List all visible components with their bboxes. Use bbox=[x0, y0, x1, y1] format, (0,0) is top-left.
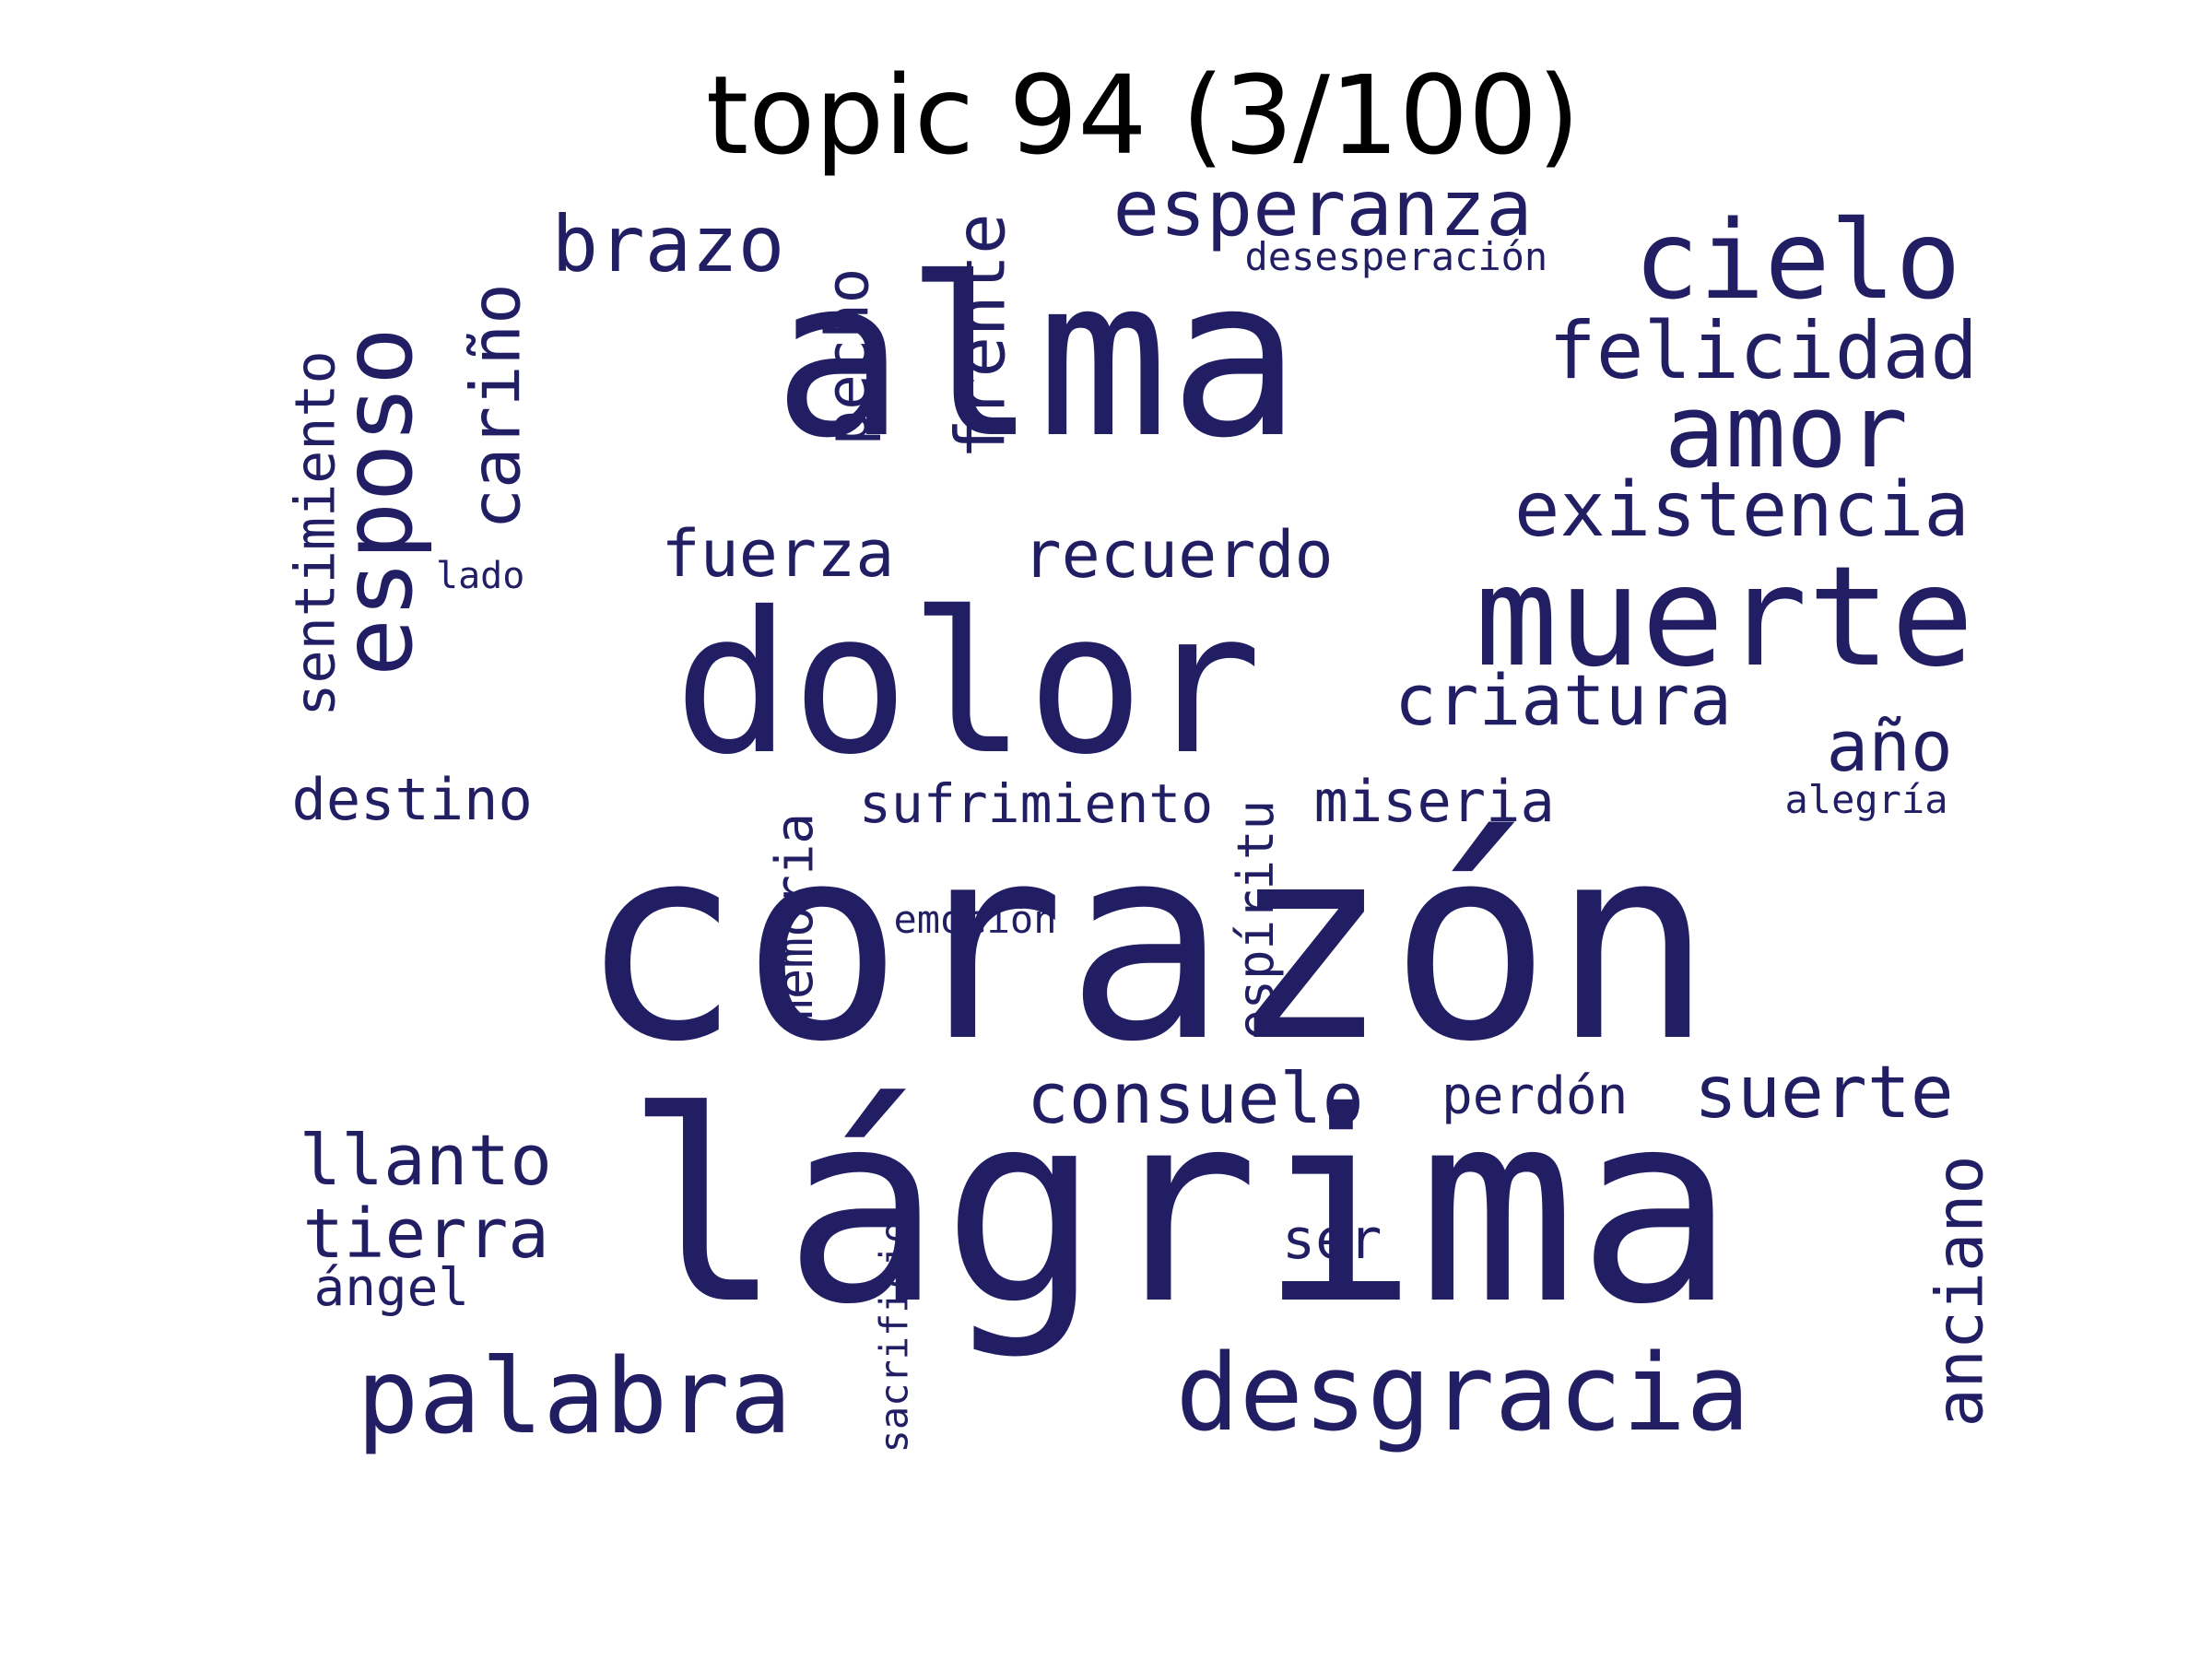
word-angel: ángel bbox=[313, 1258, 470, 1318]
word-tierra: tierra bbox=[302, 1194, 549, 1274]
word-desgracia: desgracia bbox=[1175, 1331, 1750, 1455]
word-sentimiento: sentimiento bbox=[283, 350, 348, 717]
page-title: topic 94 (3/100) bbox=[705, 52, 1581, 179]
word-sufrimiento: sufrimiento bbox=[859, 772, 1214, 835]
word-miseria: miseria bbox=[1313, 768, 1555, 835]
word-palabra: palabra bbox=[357, 1337, 793, 1457]
word-esperanza: esperanza bbox=[1112, 163, 1533, 253]
word-destino: destino bbox=[291, 766, 533, 833]
word-felicidad: felicidad bbox=[1548, 305, 1978, 397]
word-alma: alma bbox=[772, 231, 1301, 487]
word-ser: ser bbox=[1282, 1207, 1382, 1272]
word-carino: cariño bbox=[456, 283, 536, 530]
word-lado: lado bbox=[436, 555, 525, 597]
word-brazo: brazo bbox=[551, 199, 785, 289]
word-anciano: anciano bbox=[1922, 1155, 1998, 1428]
word-frente: frente bbox=[941, 213, 1021, 460]
word-corazon: corazón bbox=[579, 787, 1714, 1100]
word-pecho: pecho bbox=[813, 267, 882, 446]
word-amor: amor bbox=[1664, 372, 1909, 490]
word-emocion: emoción bbox=[893, 897, 1057, 942]
word-llanto: llanto bbox=[299, 1119, 553, 1201]
word-alegria: alegría bbox=[1784, 777, 1948, 822]
word-suerte: suerte bbox=[1694, 1052, 1954, 1135]
word-sacrificio: sacrificio bbox=[870, 1219, 916, 1453]
word-ano: año bbox=[1826, 705, 1953, 787]
word-fuerza: fuerza bbox=[661, 516, 895, 592]
word-cielo: cielo bbox=[1633, 196, 1961, 324]
word-perdon: perdón bbox=[1441, 1066, 1629, 1126]
word-existencia: existencia bbox=[1514, 466, 1970, 554]
word-lagrima: lágrima bbox=[624, 1056, 1735, 1362]
word-memoria: memoria bbox=[765, 812, 826, 1031]
word-desesperacion: desesperación bbox=[1244, 234, 1548, 279]
word-dolor: dolor bbox=[674, 570, 1263, 797]
word-espiritu: espíritu bbox=[1227, 799, 1286, 1041]
word-consuelo: consuelo bbox=[1027, 1057, 1365, 1139]
word-recuerdo: recuerdo bbox=[1022, 517, 1334, 593]
word-muerte: muerte bbox=[1475, 537, 1974, 698]
word-criatura: criatura bbox=[1394, 659, 1733, 741]
